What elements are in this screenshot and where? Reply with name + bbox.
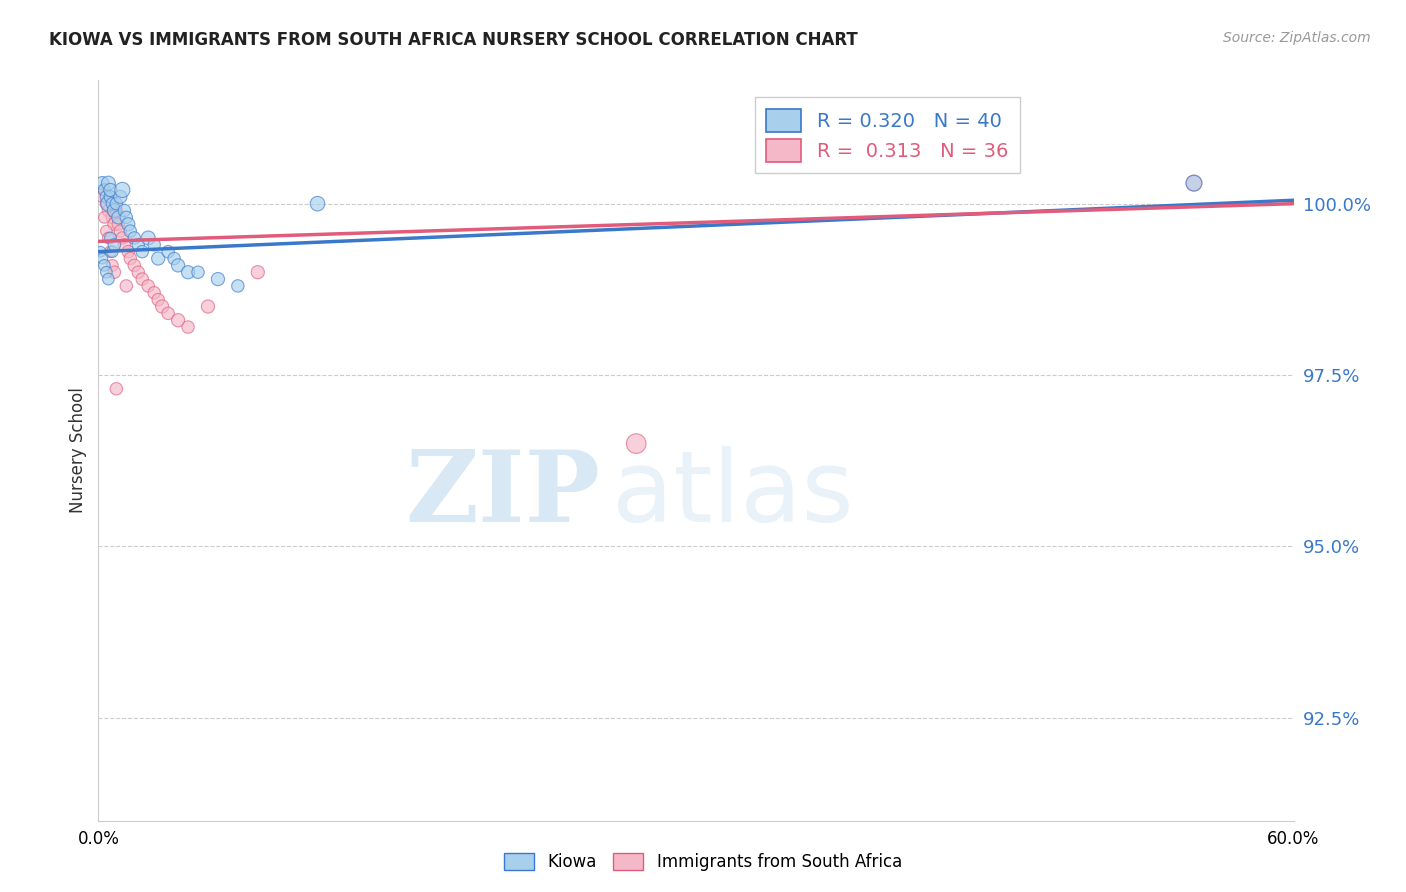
Point <box>105 196 128 211</box>
Point <box>150 300 173 314</box>
Point <box>98 231 122 245</box>
Point <box>101 259 124 273</box>
Point <box>98 244 122 259</box>
Point <box>96 196 118 211</box>
Point <box>197 300 219 314</box>
Point <box>124 231 146 245</box>
Point <box>131 272 153 286</box>
Point <box>117 244 139 259</box>
Point <box>148 293 170 307</box>
Point <box>97 176 120 190</box>
Point <box>91 176 114 190</box>
Point <box>105 203 128 218</box>
Point <box>93 211 115 225</box>
Point <box>226 279 249 293</box>
Text: ZIP: ZIP <box>405 446 600 543</box>
Point <box>626 436 648 450</box>
Point <box>112 237 135 252</box>
Point <box>97 203 120 218</box>
Y-axis label: Nursery School: Nursery School <box>69 387 87 514</box>
Point <box>177 265 200 279</box>
Point <box>157 244 180 259</box>
Point <box>115 211 138 225</box>
Point <box>107 211 129 225</box>
Point <box>307 196 329 211</box>
Point <box>97 272 120 286</box>
Point <box>101 196 124 211</box>
Point <box>96 224 118 238</box>
Point <box>107 217 129 231</box>
Legend: Kiowa, Immigrants from South Africa: Kiowa, Immigrants from South Africa <box>496 845 910 880</box>
Point <box>148 252 170 266</box>
Point <box>98 190 122 204</box>
Point <box>98 183 122 197</box>
Point <box>111 231 134 245</box>
Point <box>131 244 153 259</box>
Point <box>105 382 128 396</box>
Point <box>115 279 138 293</box>
Point <box>103 203 125 218</box>
Point <box>120 224 142 238</box>
Point <box>91 190 114 204</box>
Point <box>124 259 146 273</box>
Point <box>187 265 209 279</box>
Point <box>1182 176 1205 190</box>
Point <box>127 237 149 252</box>
Point <box>110 190 132 204</box>
Point <box>103 217 125 231</box>
Text: atlas: atlas <box>613 446 853 543</box>
Point <box>143 285 166 300</box>
Point <box>117 217 139 231</box>
Point <box>103 265 125 279</box>
Point <box>157 306 180 320</box>
Text: KIOWA VS IMMIGRANTS FROM SOUTH AFRICA NURSERY SCHOOL CORRELATION CHART: KIOWA VS IMMIGRANTS FROM SOUTH AFRICA NU… <box>49 31 858 49</box>
Point <box>96 190 118 204</box>
Point <box>111 183 134 197</box>
Point <box>91 252 114 266</box>
Point <box>167 313 190 327</box>
Point <box>101 244 124 259</box>
Text: Source: ZipAtlas.com: Source: ZipAtlas.com <box>1223 31 1371 45</box>
Point <box>143 237 166 252</box>
Point <box>98 190 122 204</box>
Point <box>97 231 120 245</box>
Point <box>96 265 118 279</box>
Point <box>177 320 200 334</box>
Point <box>97 196 120 211</box>
Point <box>136 279 159 293</box>
Point <box>136 231 159 245</box>
Point <box>207 272 229 286</box>
Point <box>120 252 142 266</box>
Point <box>93 183 115 197</box>
Point <box>167 259 190 273</box>
Point <box>163 252 186 266</box>
Point <box>110 224 132 238</box>
Point <box>93 259 115 273</box>
Point <box>93 183 115 197</box>
Point <box>1182 176 1205 190</box>
Point <box>103 237 125 252</box>
Point <box>89 244 111 259</box>
Legend: R = 0.320   N = 40, R =  0.313   N = 36: R = 0.320 N = 40, R = 0.313 N = 36 <box>755 97 1019 173</box>
Point <box>101 211 124 225</box>
Point <box>112 203 135 218</box>
Point <box>246 265 269 279</box>
Point <box>127 265 149 279</box>
